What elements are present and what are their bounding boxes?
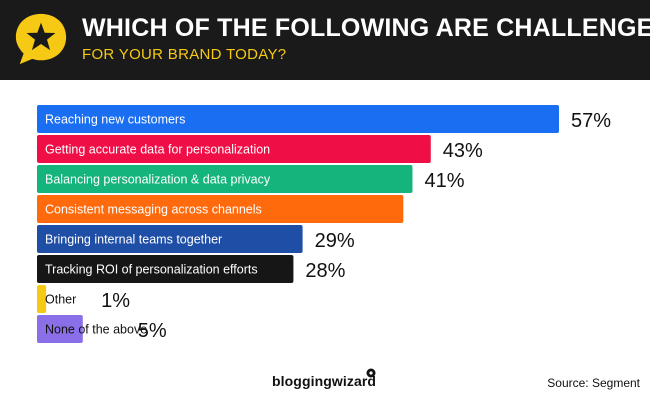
star-speech-bubble-icon xyxy=(15,13,67,65)
bar-2 xyxy=(37,135,431,163)
bar-label-6: Tracking ROI of personalization efforts xyxy=(45,263,258,277)
source-note: Source: Segment xyxy=(547,376,640,390)
bar-label-3: Balancing personalization & data privacy xyxy=(45,173,271,187)
bar-label-8: None of the above xyxy=(45,323,147,337)
value-label-3: 41% xyxy=(424,170,464,192)
value-label-7: 1% xyxy=(101,290,130,312)
bar-label-5: Bringing internal teams together xyxy=(45,233,222,247)
bar-label-4: Consistent messaging across channels xyxy=(45,203,262,217)
bar-label-1: Reaching new customers xyxy=(45,113,185,127)
value-label-8: 5% xyxy=(138,320,167,342)
chart-subtitle: FOR YOUR BRAND TODAY? xyxy=(82,46,287,63)
bar-1 xyxy=(37,105,559,133)
bar-label-2: Getting accurate data for personalizatio… xyxy=(45,143,270,157)
value-label-6: 28% xyxy=(305,260,345,282)
bar-7 xyxy=(37,285,47,313)
value-label-2: 43% xyxy=(443,140,483,162)
bloggingwizard-logo: bloggingwizard xyxy=(272,373,377,389)
bar-3 xyxy=(37,165,413,193)
value-label-1: 57% xyxy=(571,110,611,132)
value-label-5: 29% xyxy=(315,230,355,252)
header-banner: WHICH OF THE FOLLOWING ARE CHALLENGES FO… xyxy=(0,0,650,80)
bar-label-7: Other xyxy=(45,293,76,307)
chart-title: WHICH OF THE FOLLOWING ARE CHALLENGES xyxy=(82,14,650,42)
wizard-sparkle-icon xyxy=(366,368,376,378)
bar-8 xyxy=(37,315,83,343)
bar-5 xyxy=(37,225,303,253)
bar-4 xyxy=(37,195,404,223)
bar-6 xyxy=(37,255,294,283)
